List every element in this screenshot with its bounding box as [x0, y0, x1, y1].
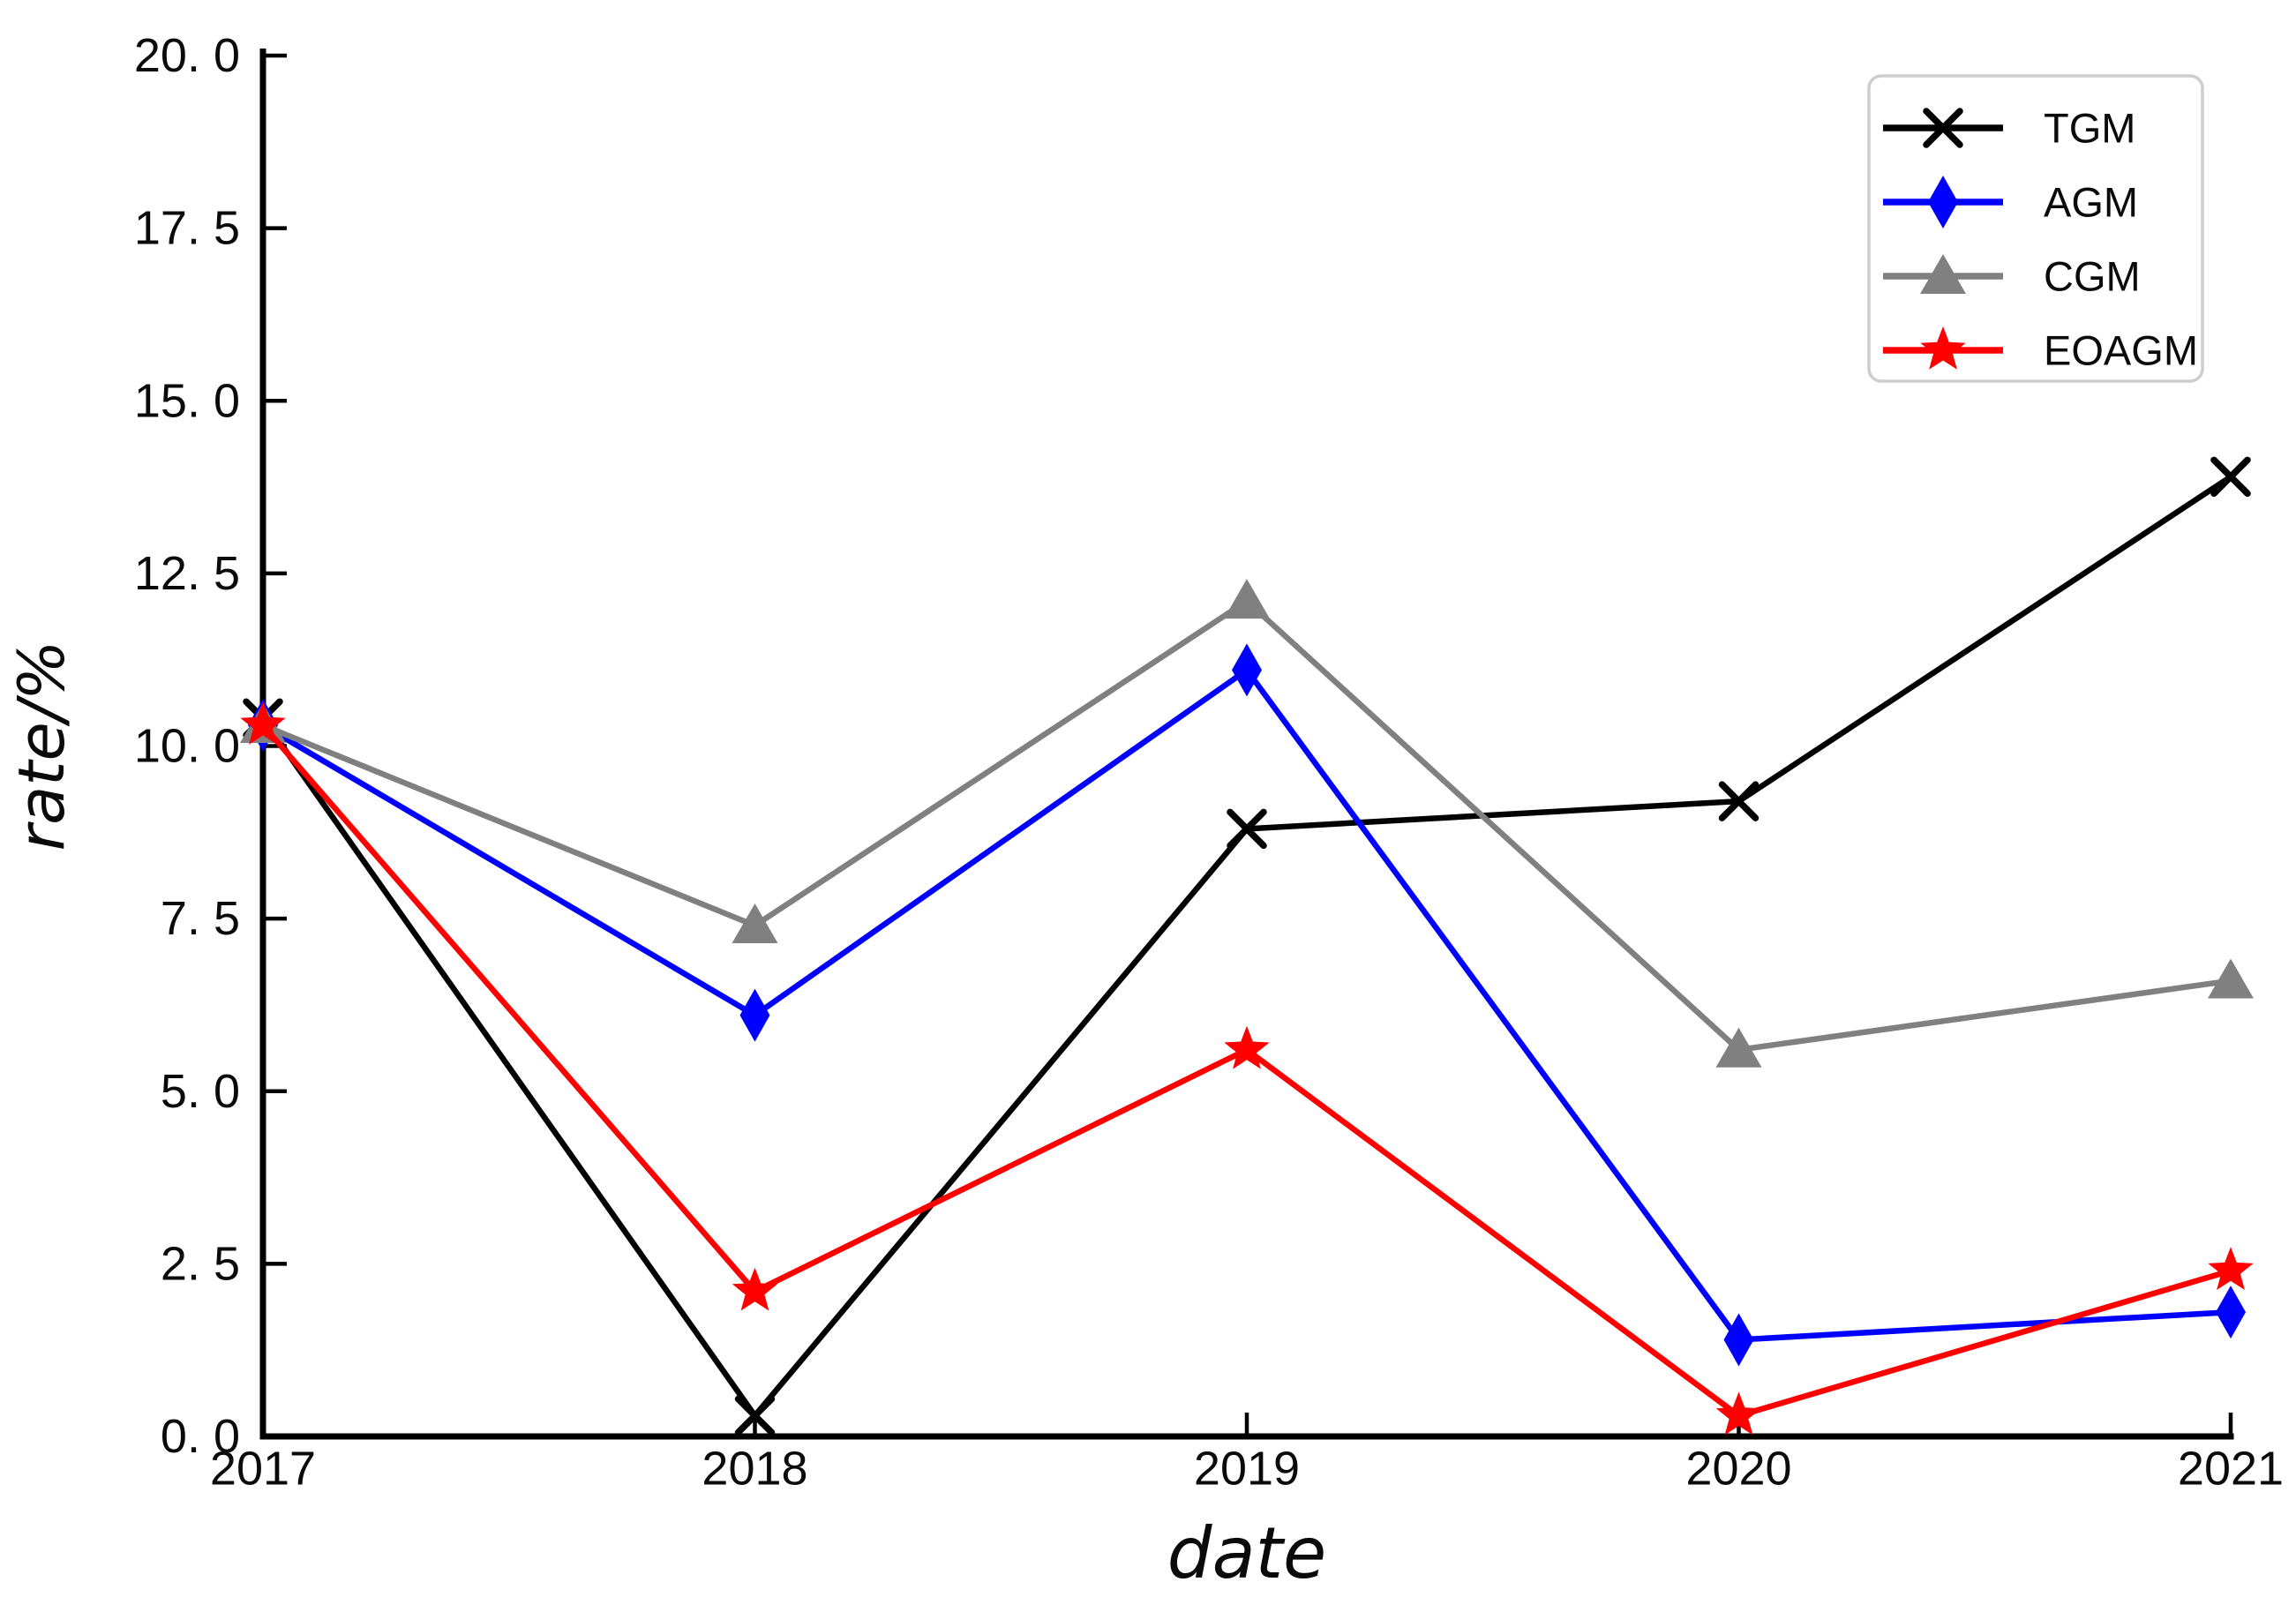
series-layer	[240, 456, 2254, 1436]
y-tick-label: 0. 0	[161, 1410, 240, 1463]
legend: TGM AGM CGM EOAGM	[1867, 74, 2204, 383]
star-marker-icon	[2208, 1247, 2254, 1290]
triangle-marker-icon	[1920, 254, 1966, 294]
thin-diamond-marker-icon	[739, 988, 770, 1042]
x-axis-title: date	[1167, 1512, 1326, 1594]
y-tick-label: 12. 5	[134, 547, 240, 600]
triangle-marker-icon	[1224, 579, 1270, 619]
y-tick-label: 2. 5	[161, 1237, 240, 1290]
legend-item-agm: AGM	[1883, 176, 2138, 229]
star-marker-icon	[240, 701, 286, 745]
x-marker-icon	[2210, 456, 2251, 498]
star-marker-icon	[1715, 1391, 1762, 1436]
x-marker-icon	[1227, 808, 1267, 850]
triangle-marker-icon	[1715, 1027, 1762, 1068]
legend-label: CGM	[2044, 253, 2141, 300]
y-tick-label: 7. 5	[161, 892, 240, 945]
x-tick-label: 2019	[1194, 1442, 1300, 1495]
triangle-marker-icon	[732, 903, 778, 943]
triangle-marker-icon	[2208, 958, 2254, 999]
y-tick-label: 20. 0	[134, 29, 240, 82]
x-tick-label: 2020	[1685, 1442, 1791, 1495]
x-marker-icon	[1923, 108, 1963, 148]
legend-label: EOAGM	[2044, 327, 2198, 374]
y-tick-label: 17. 5	[134, 202, 240, 255]
star-marker-icon	[1224, 1025, 1270, 1069]
legend-box	[1867, 74, 2204, 383]
x-marker-icon	[734, 1395, 776, 1436]
series-eoagm	[240, 701, 2254, 1436]
star-marker-icon	[1920, 326, 1966, 370]
series-cgm	[240, 579, 2254, 1068]
series-line-agm	[261, 665, 2232, 1343]
legend-item-tgm: TGM	[1883, 105, 2135, 152]
thin-diamond-marker-icon	[1928, 176, 1958, 229]
y-axis-title: rate/%	[4, 641, 79, 851]
x-tick-label: 2017	[210, 1442, 316, 1495]
legend-item-cgm: CGM	[1883, 253, 2141, 300]
legend-label: AGM	[2044, 179, 2138, 226]
y-tick-label: 10. 0	[134, 720, 240, 773]
series-agm	[248, 643, 2246, 1367]
axes-layer: 0. 0 2. 5 5. 0 7. 5 10. 0 12. 5 15. 0 17. 5 20. …	[134, 29, 2284, 1495]
x-tick-label: 2021	[2178, 1442, 2284, 1495]
legend-item-eoagm: EOAGM	[1883, 326, 2198, 374]
legend-label: TGM	[2044, 105, 2135, 152]
x-tick-label: 2018	[702, 1442, 807, 1495]
star-marker-icon	[732, 1267, 778, 1311]
thin-diamond-marker-icon	[1723, 1313, 1754, 1367]
thin-diamond-marker-icon	[2216, 1286, 2246, 1339]
x-marker-icon	[1718, 781, 1760, 821]
y-tick-label: 5. 0	[161, 1065, 240, 1118]
y-tick-label: 15. 0	[134, 374, 240, 427]
thin-diamond-marker-icon	[1232, 643, 1262, 697]
